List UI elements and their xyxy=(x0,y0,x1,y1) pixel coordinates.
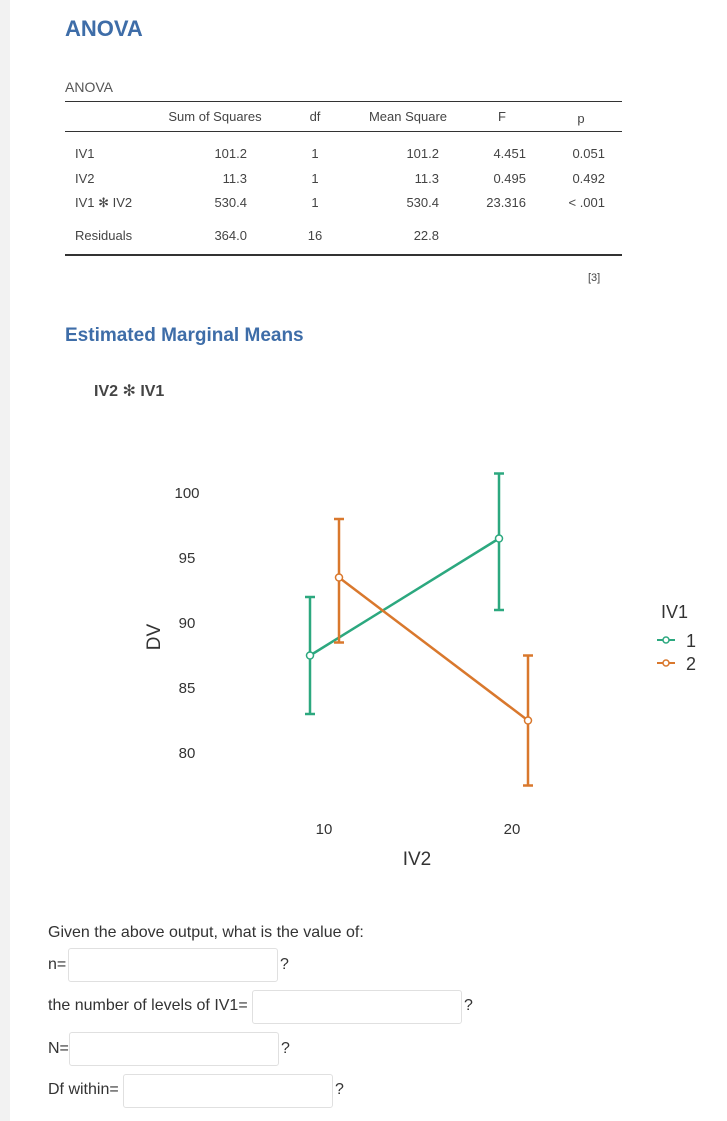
data-point xyxy=(494,534,504,543)
table-cell: 23.316 xyxy=(486,195,526,210)
question-label-df-within: Df within= xyxy=(48,1081,119,1098)
y-tick-label: 85 xyxy=(179,680,196,697)
emm-heading: Estimated Marginal Means xyxy=(65,325,304,346)
series-1-line xyxy=(309,537,500,657)
col-header-sum-of-squares: Sum of Squares xyxy=(168,109,262,124)
table-cell: 0.051 xyxy=(572,146,605,161)
col-header-p: p xyxy=(577,111,585,126)
emm-line-plot: 100 95 90 85 80 10 20 IV2 DV IV1 1 2 xyxy=(144,472,696,870)
legend-swatch-point xyxy=(662,636,670,644)
table-cell: 530.4 xyxy=(406,195,439,210)
question-label-big-n: N= xyxy=(48,1040,69,1057)
question-mark: ? xyxy=(335,1081,344,1098)
x-tick-label: 10 xyxy=(316,821,333,838)
table-footnote: [3] xyxy=(588,272,601,284)
table-header-rule xyxy=(65,131,622,132)
question-label-n: n= xyxy=(48,956,67,973)
legend-entry-label: 1 xyxy=(686,631,696,651)
anova-heading: ANOVA xyxy=(65,16,143,41)
levels-iv1-input[interactable] xyxy=(252,990,462,1024)
table-cell: 530.4 xyxy=(214,195,247,210)
table-cell: 11.3 xyxy=(414,171,439,186)
table-cell: 0.495 xyxy=(493,171,526,186)
col-header-f: F xyxy=(498,109,506,124)
table-top-rule xyxy=(65,101,622,102)
legend-title: IV1 xyxy=(661,602,688,622)
legend-swatch-point xyxy=(662,659,670,667)
y-tick-label: 80 xyxy=(179,745,196,762)
table-cell: 364.0 xyxy=(214,228,247,243)
n-input[interactable] xyxy=(68,948,278,982)
x-axis-label: IV2 xyxy=(403,849,432,870)
big-n-input[interactable] xyxy=(69,1032,279,1066)
plot-title: IV2 ✻ IV1 xyxy=(94,383,165,400)
y-tick-label: 90 xyxy=(179,615,196,632)
table-cell: 1 xyxy=(311,171,319,186)
data-point xyxy=(334,573,344,582)
col-header-mean-square: Mean Square xyxy=(368,109,448,124)
question-mark: ? xyxy=(280,956,289,973)
y-tick-label: 100 xyxy=(174,485,199,502)
table-cell: 22.8 xyxy=(413,228,439,243)
x-tick-label: 20 xyxy=(504,821,521,838)
data-point xyxy=(305,651,315,660)
table-row-label: IV1 ✻ IV2 xyxy=(75,195,133,210)
table-cell: 11.3 xyxy=(222,171,247,186)
table-cell: < .001 xyxy=(568,195,605,210)
y-axis-label: DV xyxy=(144,623,165,650)
legend-entry-label: 2 xyxy=(686,654,696,674)
df-within-input[interactable] xyxy=(123,1074,333,1108)
table-cell: 1 xyxy=(311,146,319,161)
left-margin-strip xyxy=(0,0,10,1121)
question-mark: ? xyxy=(281,1040,290,1057)
question-mark: ? xyxy=(464,997,473,1014)
data-point xyxy=(523,716,533,725)
anova-table: Sum of Squares df Mean Square F p IV1 10… xyxy=(65,100,622,257)
series-2-line xyxy=(338,576,529,722)
table-row-label: IV2 xyxy=(75,171,95,186)
table-row-label: Residuals xyxy=(75,228,133,243)
table-cell: 1 xyxy=(311,195,319,210)
question-label-levels-iv1: the number of levels of IV1= xyxy=(48,997,248,1014)
table-cell: 4.451 xyxy=(493,146,526,161)
table-row-label: IV1 xyxy=(75,146,95,161)
table-cell: 101.2 xyxy=(214,146,247,161)
table-bottom-rule xyxy=(65,254,622,256)
table-cell: 0.492 xyxy=(572,171,605,186)
table-cell: 101.2 xyxy=(406,146,439,161)
y-tick-label: 95 xyxy=(179,550,196,567)
col-header-df: df xyxy=(309,109,321,124)
table-cell: 16 xyxy=(307,228,323,243)
question-prompt: Given the above output, what is the valu… xyxy=(48,924,364,941)
anova-table-caption: ANOVA xyxy=(65,79,113,95)
